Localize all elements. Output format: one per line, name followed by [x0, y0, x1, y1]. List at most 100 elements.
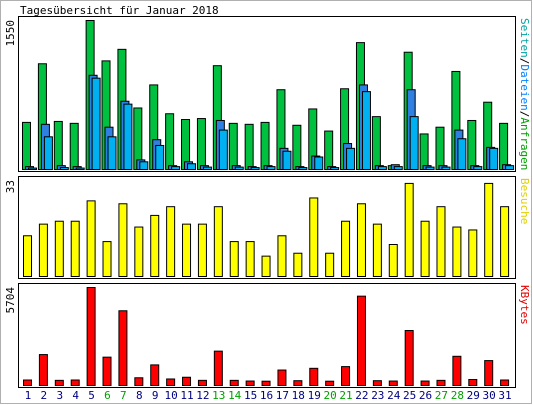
bar-kbytes-day-8 [134, 377, 144, 387]
bar-kbytes-day-28 [452, 355, 462, 386]
bar-besuche-day-19 [309, 197, 319, 277]
bar-anfragen-day-3 [53, 120, 63, 171]
panel-legend-label: Seiten/Dateien/Anfragen [518, 18, 531, 170]
bar-seiten-day-30 [489, 147, 499, 170]
bar-anfragen-day-10 [165, 113, 175, 170]
bar-seiten-day-2 [43, 136, 53, 171]
bar-seiten-day-6 [107, 136, 117, 171]
bar-anfragen-day-26 [419, 133, 429, 170]
panel-hits: 1550 Seiten/Dateien/Anfragen [4, 16, 531, 172]
bar-anfragen-day-20 [324, 130, 334, 170]
series-besuche [23, 182, 510, 278]
panel-ymax-label: 1550 [4, 20, 17, 47]
bar-kbytes-day-17 [277, 369, 287, 387]
legend-part: Dateien [518, 64, 531, 110]
legend-part: Seiten [518, 18, 531, 58]
day-axis-labels: 1 2 3 4 5 6 7 8 9 10 11 12 13 14 15 16 17 18 19 20 21 22 23 24 2… [25, 389, 512, 402]
legend-part: Anfragen [518, 117, 531, 170]
bar-seiten-day-28 [457, 138, 467, 170]
bar-seiten-day-8 [139, 161, 149, 170]
day-label: 9 [152, 389, 159, 402]
day-label: 26 [419, 389, 432, 402]
bar-kbytes-day-2 [38, 354, 48, 387]
bar-seiten-day-7 [123, 103, 133, 170]
bar-seiten-day-27 [441, 166, 451, 170]
bar-seiten-day-26 [425, 166, 435, 170]
bar-kbytes-day-1 [23, 379, 32, 387]
bar-seiten-day-12 [202, 166, 212, 170]
bar-besuche-day-14 [229, 241, 239, 278]
panel-frame [18, 283, 516, 388]
day-label: 4 [72, 389, 79, 402]
bar-kbytes-day-10 [166, 378, 176, 387]
day-label: 21 [339, 389, 352, 402]
bar-seiten-day-29 [473, 166, 483, 171]
day-label: 5 [88, 389, 95, 402]
bar-kbytes-day-18 [293, 380, 303, 386]
bar-anfragen-day-15 [244, 123, 254, 170]
bar-besuche-day-29 [468, 229, 478, 277]
panel-legend-label: KBytes [518, 285, 531, 325]
day-label: 22 [355, 389, 368, 402]
panel-legend-label: Besuche [518, 178, 531, 224]
day-label: 31 [498, 389, 511, 402]
legend-part: Besuche [518, 178, 531, 224]
bar-seiten-day-18 [298, 167, 308, 171]
legend-part: / [518, 58, 531, 65]
bar-seiten-day-4 [75, 167, 85, 170]
bar-besuche-day-16 [261, 255, 271, 277]
bar-kbytes-day-22 [356, 295, 366, 386]
day-label: 1 [25, 389, 32, 402]
bar-seiten-day-21 [346, 147, 356, 170]
bar-besuche-day-7 [118, 203, 128, 277]
day-label: 18 [292, 389, 305, 402]
panel-besuche: 33 Besuche [4, 176, 531, 279]
bar-besuche-day-30 [484, 182, 494, 277]
bar-kbytes-day-25 [404, 330, 414, 386]
bar-seiten-day-22 [361, 91, 371, 170]
day-label: 8 [136, 389, 143, 402]
bar-kbytes-day-24 [388, 380, 398, 386]
bar-besuche-day-8 [134, 226, 144, 277]
bar-anfragen-day-23 [371, 116, 381, 171]
day-label: 30 [483, 389, 496, 402]
bar-kbytes-day-3 [54, 379, 64, 387]
day-label: 13 [212, 389, 225, 402]
day-label: 29 [467, 389, 480, 402]
bar-besuche-day-17 [277, 235, 287, 277]
day-label: 16 [260, 389, 273, 402]
bar-seiten-day-17 [282, 150, 292, 171]
bar-seiten-day-1 [28, 167, 37, 170]
bar-kbytes-day-7 [118, 310, 128, 386]
bar-seiten-day-14 [234, 166, 244, 170]
bar-seiten-day-3 [59, 167, 69, 171]
bar-besuche-day-13 [213, 206, 223, 278]
bar-anfragen-day-16 [260, 121, 270, 170]
day-label: 6 [104, 389, 111, 402]
day-label: 15 [244, 389, 257, 402]
bar-kbytes-day-29 [468, 378, 478, 386]
day-label: 12 [196, 389, 209, 402]
bar-besuche-day-23 [372, 223, 382, 278]
series-anfragen [22, 20, 509, 171]
bar-kbytes-day-30 [484, 360, 494, 386]
day-label: 11 [180, 389, 193, 402]
bar-besuche-day-4 [70, 220, 80, 278]
bar-seiten-day-15 [250, 167, 260, 171]
bar-besuche-day-25 [404, 182, 414, 277]
day-label: 28 [451, 389, 464, 402]
bar-seiten-day-11 [187, 163, 197, 170]
day-label: 10 [164, 389, 177, 402]
bar-kbytes-day-5 [86, 287, 96, 386]
chart-title: Tagesübersicht für Januar 2018 [20, 4, 219, 17]
bar-seiten-day-19 [314, 156, 324, 170]
bar-seiten-day-13 [218, 129, 228, 170]
day-label: 24 [387, 389, 401, 402]
bar-seiten-day-9 [155, 144, 165, 170]
bar-kbytes-day-20 [325, 380, 335, 387]
bar-seiten-day-20 [330, 167, 340, 171]
day-label: 20 [323, 389, 336, 402]
bar-besuche-day-27 [436, 206, 446, 278]
panel-kbytes: 5704 KBytes [4, 283, 531, 388]
day-label: 25 [403, 389, 416, 402]
